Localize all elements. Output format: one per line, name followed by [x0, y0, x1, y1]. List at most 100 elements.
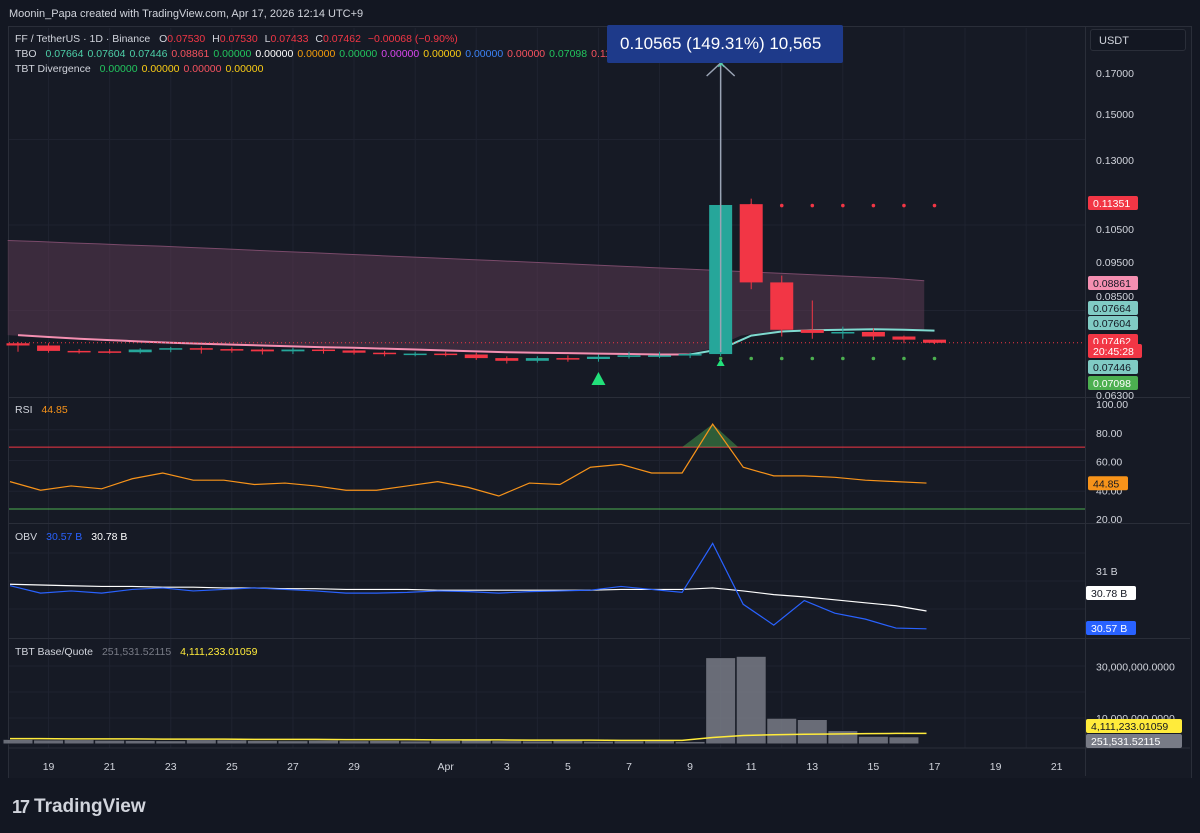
x-tick-label: 27: [287, 761, 299, 773]
price-label: 0.07446: [1088, 360, 1138, 374]
volume-bar: [94, 739, 126, 745]
candle-mar-27: [281, 347, 305, 355]
tbo-label[interactable]: TBO: [15, 48, 37, 60]
currency-button[interactable]: USDT: [1090, 29, 1186, 51]
rsi-tick-label: 20.00: [1096, 514, 1122, 526]
volume-ma-value: 4,111,233.01059: [180, 646, 258, 658]
rsi-label[interactable]: RSI: [15, 404, 33, 416]
support-dot: [841, 356, 845, 361]
support-dot: [718, 356, 723, 361]
tbo-value-4: 0.00000: [213, 48, 252, 60]
volume-ma-pill-text: 4,111,233.01059: [1091, 721, 1168, 733]
candle-apr-9: [678, 352, 702, 359]
resistance-dot: [779, 203, 784, 208]
x-tick-label: 21: [104, 761, 116, 773]
candle-mar-30: [373, 350, 397, 357]
chart-frame[interactable]: [8, 26, 1192, 779]
volume-bar: [827, 730, 859, 745]
candle-apr-5: [556, 355, 580, 362]
tbo-value-5: 0.00000: [255, 48, 294, 60]
volume-bar: [919, 742, 950, 745]
candle-apr-4: [525, 356, 549, 363]
candle-body: [373, 352, 397, 355]
volume-bar: [735, 655, 767, 745]
candle-body: [586, 356, 610, 359]
resistance-dot: [902, 203, 906, 208]
candle-apr-7: [617, 351, 641, 359]
price-label: 0.07604: [1088, 316, 1138, 330]
candle-body: [861, 332, 885, 337]
volume-bar: [246, 739, 278, 745]
price-label-text: 0.07664: [1093, 303, 1131, 315]
support-dot: [871, 356, 876, 361]
resistance-dot: [871, 203, 876, 208]
obv-line: [9, 542, 927, 630]
obv-ma-line: [9, 583, 927, 612]
volume-pill-text: 251,531.52115: [1091, 736, 1160, 748]
candle-body: [739, 204, 763, 283]
volume-bar: [613, 740, 645, 745]
candle-body: [37, 345, 61, 351]
price-tick-label: 0.10500: [1096, 224, 1134, 236]
x-tick-label: 3: [504, 761, 510, 773]
price-label: 0.11351: [1088, 196, 1138, 210]
volume-bar: [2, 738, 34, 745]
candle-mar-18: [6, 341, 30, 352]
price-label-bg: [1088, 276, 1138, 290]
candle-body: [98, 351, 122, 353]
tbo-value-11: 0.00000: [507, 48, 546, 60]
obv-value: 30.57 B: [46, 531, 83, 543]
tradingview-logo[interactable]: 17 TradingView: [12, 796, 146, 818]
tbo-value-3: 0.08861: [171, 48, 210, 60]
volume-bar: [33, 739, 65, 745]
candle-body: [159, 348, 183, 350]
volume-value: 251,531.52115: [101, 646, 172, 658]
rsi-tick-label: 80.00: [1096, 428, 1122, 440]
high-value: 0.07530: [219, 33, 258, 45]
tbo-legend: TBO 0.07664 0.07604 0.07446 0.08861 0.00000 0…: [15, 48, 632, 60]
volume-bar: [430, 739, 462, 745]
candle-apr-1: [434, 351, 458, 357]
price-label-text: 0.07604: [1093, 318, 1131, 330]
price-tick-label: 0.15000: [1096, 109, 1134, 121]
candle-body: [281, 349, 305, 352]
volume-ma-pill: [1086, 719, 1182, 733]
buy-signal-icon: [591, 372, 606, 385]
candle-apr-13: [800, 300, 824, 339]
rsi-current-text: 44.85: [1093, 478, 1119, 490]
price-label-bg: [1088, 316, 1138, 330]
close-label: C: [315, 33, 323, 45]
divergence-label[interactable]: TBT Divergence: [15, 63, 91, 75]
obv-pill-text: 30.57 B: [1091, 623, 1127, 635]
measure-callout: 0.10565 (149.31%) 10,565: [607, 25, 843, 63]
candle-body: [678, 354, 702, 356]
low-label: L: [264, 33, 271, 45]
x-tick-label: 23: [165, 761, 177, 773]
high-label: H: [212, 33, 220, 45]
obv-label[interactable]: OBV: [15, 531, 38, 543]
tbo-value-9: 0.00000: [423, 48, 462, 60]
volume-bar: [796, 719, 828, 745]
x-tick-label: 17: [929, 761, 941, 773]
x-tick-label: 19: [990, 761, 1002, 773]
price-tick-label: 0.13000: [1096, 155, 1134, 167]
divergence-values: 0.00000 0.00000 0.00000 0.00000: [100, 63, 268, 75]
price-label-text: 0.11351: [1093, 198, 1130, 210]
price-tick-label: 0.06300: [1096, 390, 1134, 402]
candle-body: [617, 355, 641, 357]
x-tick-label: 13: [806, 761, 818, 773]
candle-body: [923, 339, 946, 343]
candle-body: [800, 329, 824, 333]
volume-bar: [185, 739, 217, 745]
volume-bar: [277, 740, 309, 745]
x-tick-label: 5: [565, 761, 571, 773]
volume-label[interactable]: TBT Base/Quote: [15, 646, 94, 658]
resistance-dot: [932, 203, 937, 208]
volume-bar: [155, 740, 187, 745]
price-label-text: 0.07098: [1093, 378, 1131, 390]
obv-ma-value: 30.78 B: [91, 531, 128, 543]
divergence-value-3: 0.00000: [225, 63, 264, 75]
tradingview-mark-icon: 17: [12, 796, 30, 817]
symbol-label[interactable]: FF / TetherUS · 1D · Binance: [15, 33, 151, 45]
